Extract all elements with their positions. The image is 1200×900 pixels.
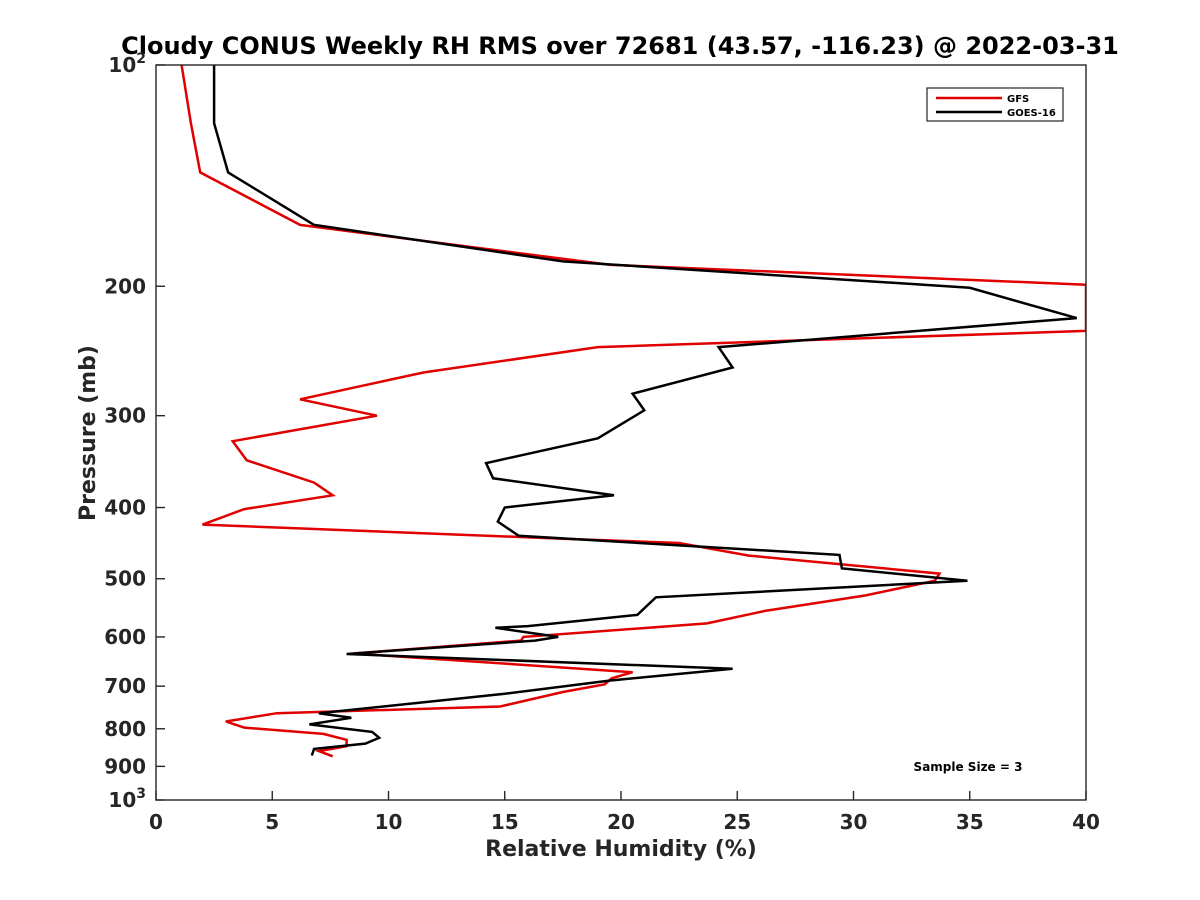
y-axis-label: Pressure (mb) <box>76 345 101 521</box>
x-tick-label: 0 <box>149 810 163 834</box>
y-tick-label: 103 <box>108 786 146 812</box>
x-tick-label: 30 <box>840 810 868 834</box>
series-line-gfs <box>180 65 1086 758</box>
sample-size-annotation: Sample Size = 3 <box>914 760 1023 774</box>
x-tick-label: 35 <box>956 810 984 834</box>
plot-area <box>180 65 1086 758</box>
x-tick-label: 5 <box>265 810 279 834</box>
x-tick-label: 40 <box>1072 810 1100 834</box>
y-tick-label: 800 <box>104 717 146 741</box>
x-tick-label: 10 <box>375 810 403 834</box>
y-tick-label: 300 <box>104 404 146 428</box>
y-tick-label: 500 <box>104 567 146 591</box>
series-line-goes16 <box>212 65 1078 756</box>
legend-label-goes16: GOES-16 <box>1007 108 1056 119</box>
y-tick-label: 102 <box>108 51 146 77</box>
y-tick-label: 600 <box>104 625 146 649</box>
x-axis-label: Relative Humidity (%) <box>485 837 757 862</box>
x-axis: 0 5 10 15 20 25 30 35 40 <box>149 791 1100 834</box>
y-tick-label: 900 <box>104 754 146 778</box>
x-tick-label: 25 <box>723 810 751 834</box>
legend-box <box>926 87 1064 122</box>
y-tick-label: 700 <box>104 674 146 698</box>
legend: GFS GOES-16 <box>926 87 1064 122</box>
y-axis: 102 200 300 400 500 600 700 800 900 103 <box>104 51 165 812</box>
plot-frame <box>155 64 1087 801</box>
chart-title: Cloudy CONUS Weekly RH RMS over 72681 (4… <box>121 32 1119 60</box>
x-tick-label: 20 <box>607 810 635 834</box>
y-tick-label: 200 <box>104 274 146 298</box>
y-tick-label: 400 <box>104 496 146 520</box>
legend-label-gfs: GFS <box>1007 94 1029 105</box>
x-tick-label: 15 <box>491 810 519 834</box>
